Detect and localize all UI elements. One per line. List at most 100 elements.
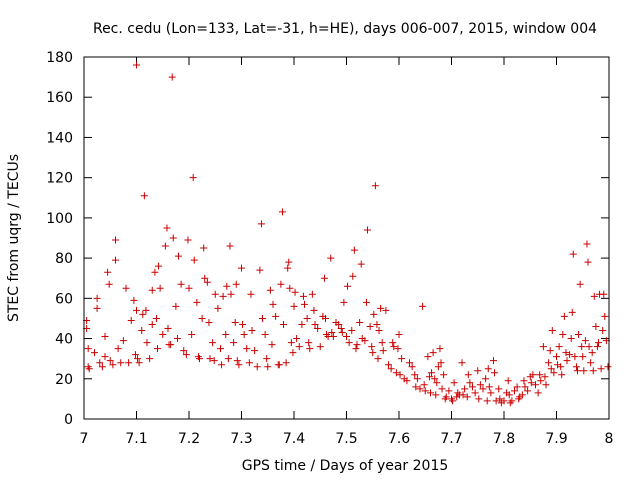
data-point-6 xyxy=(93,304,101,312)
data-point-220 xyxy=(469,383,476,391)
data-point-260 xyxy=(542,381,550,389)
data-point-289 xyxy=(584,258,592,266)
data-point-57 xyxy=(184,236,192,244)
data-point-40 xyxy=(154,345,161,353)
data-point-127 xyxy=(306,345,314,353)
data-point-192 xyxy=(424,353,432,361)
data-point-261 xyxy=(545,359,553,367)
data-point-28 xyxy=(134,355,142,363)
data-point-66 xyxy=(200,244,208,252)
data-point-187 xyxy=(413,375,421,383)
data-point-226 xyxy=(482,375,490,383)
data-point-257 xyxy=(537,377,545,385)
data-point-61 xyxy=(190,256,198,264)
x-tick-label-7.4: 7.4 xyxy=(283,431,305,447)
data-point-216 xyxy=(461,385,469,393)
data-point-128 xyxy=(308,290,316,298)
data-point-76 xyxy=(218,361,226,369)
y-tick-label-180: 180 xyxy=(46,50,73,66)
data-point-56 xyxy=(182,351,190,359)
data-point-273 xyxy=(562,349,570,357)
data-point-290 xyxy=(585,343,593,351)
data-point-51 xyxy=(172,302,180,310)
data-point-255 xyxy=(534,389,542,397)
data-point-55 xyxy=(180,347,188,355)
data-point-16 xyxy=(112,256,119,264)
data-point-149 xyxy=(348,327,356,335)
data-point-188 xyxy=(416,385,424,393)
data-point-143 xyxy=(337,325,345,332)
data-point-162 xyxy=(369,349,377,357)
data-point-244 xyxy=(513,383,521,391)
x-tick-label-7.3: 7.3 xyxy=(230,431,252,447)
data-point-36 xyxy=(148,320,156,328)
data-point-177 xyxy=(394,345,402,353)
data-point-69 xyxy=(205,318,213,326)
data-point-164 xyxy=(371,182,379,190)
data-point-165 xyxy=(373,320,381,328)
data-point-266 xyxy=(553,353,560,361)
data-point-132 xyxy=(316,343,324,351)
data-point-34 xyxy=(143,339,151,347)
data-point-302 xyxy=(601,312,609,320)
y-tick-label-60: 60 xyxy=(55,291,73,307)
data-point-243 xyxy=(511,387,518,395)
data-point-200 xyxy=(434,363,442,371)
data-point-131 xyxy=(314,325,322,332)
y-axis-label: STEC from uqrg / TECUs xyxy=(6,154,22,322)
data-point-301 xyxy=(600,290,608,298)
data-point-270 xyxy=(558,371,566,379)
data-point-299 xyxy=(597,365,605,373)
data-point-30 xyxy=(138,327,146,335)
data-point-113 xyxy=(284,264,292,272)
data-point-163 xyxy=(370,310,378,318)
x-tick-label-7.2: 7.2 xyxy=(178,431,200,447)
data-point-123 xyxy=(299,292,307,300)
y-tick-label-80: 80 xyxy=(55,251,73,267)
data-point-38 xyxy=(151,268,159,276)
data-point-154 xyxy=(356,318,364,326)
x-tick-label-7.9: 7.9 xyxy=(545,431,567,447)
data-point-285 xyxy=(579,353,587,361)
data-point-77 xyxy=(219,292,227,300)
data-point-96 xyxy=(253,363,261,371)
data-point-287 xyxy=(581,337,589,345)
y-tick-label-160: 160 xyxy=(46,90,73,106)
data-point-178 xyxy=(395,331,403,339)
data-point-203 xyxy=(438,385,446,393)
data-point-296 xyxy=(593,343,601,351)
data-point-207 xyxy=(445,387,453,395)
data-point-223 xyxy=(475,395,483,403)
x-axis-label: GPS time / Days of year 2015 xyxy=(242,458,449,474)
data-point-62 xyxy=(193,298,201,306)
data-point-248 xyxy=(520,377,528,385)
data-point-292 xyxy=(588,349,596,357)
data-point-41 xyxy=(155,262,163,270)
data-point-109 xyxy=(277,280,285,288)
data-point-11 xyxy=(101,333,109,341)
data-point-139 xyxy=(328,329,336,337)
data-point-114 xyxy=(285,258,293,266)
data-point-111 xyxy=(280,320,287,328)
data-point-78 xyxy=(222,331,230,339)
data-point-10 xyxy=(101,353,109,361)
data-point-168 xyxy=(377,304,385,312)
data-point-115 xyxy=(286,284,294,292)
data-point-81 xyxy=(226,242,234,250)
y-tick-label-20: 20 xyxy=(55,372,73,388)
data-point-219 xyxy=(466,379,474,387)
data-point-45 xyxy=(163,224,171,232)
data-point-95 xyxy=(251,347,259,355)
data-point-286 xyxy=(580,367,588,375)
data-point-60 xyxy=(189,174,197,182)
data-point-281 xyxy=(574,367,581,375)
data-point-125 xyxy=(303,314,311,322)
data-point-48 xyxy=(167,341,175,349)
data-point-53 xyxy=(175,252,182,260)
data-point-300 xyxy=(599,327,607,335)
data-point-135 xyxy=(322,314,329,322)
data-point-180 xyxy=(398,355,406,363)
data-point-250 xyxy=(524,387,532,395)
data-point-13 xyxy=(105,280,113,288)
data-point-222 xyxy=(474,367,482,375)
